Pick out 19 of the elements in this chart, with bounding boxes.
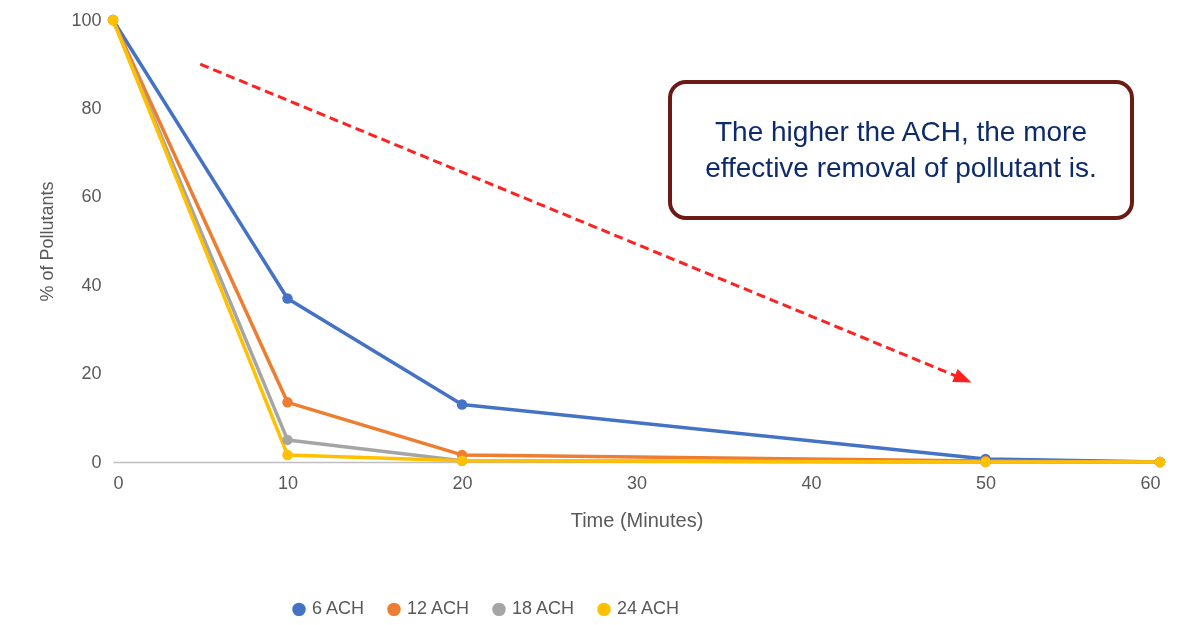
y-axis-title: % of Pollutants [37,181,58,302]
x-tick-label: 0 [113,472,124,493]
legend-label: 24 ACH [617,598,680,619]
y-tick-label: 60 [81,186,102,207]
y-tick-label: 20 [81,363,102,384]
x-tick-label: 60 [1140,472,1161,493]
y-tick-label: 80 [81,97,102,118]
y-tick-label: 100 [71,9,102,30]
x-tick-label: 10 [277,472,299,493]
legend-label: 12 ACH [407,598,470,619]
x-tick-label: 20 [452,472,473,493]
legend-label: 18 ACH [512,598,575,619]
x-tick-label: 30 [626,472,648,493]
legend-label: 6 ACH [312,598,365,619]
y-tick-label: 40 [81,274,102,295]
y-tick-label: 0 [91,451,102,472]
x-tick-label: 50 [975,472,997,493]
x-tick-label: 40 [801,472,822,493]
x-axis-title: Time (Minutes) [570,508,704,531]
